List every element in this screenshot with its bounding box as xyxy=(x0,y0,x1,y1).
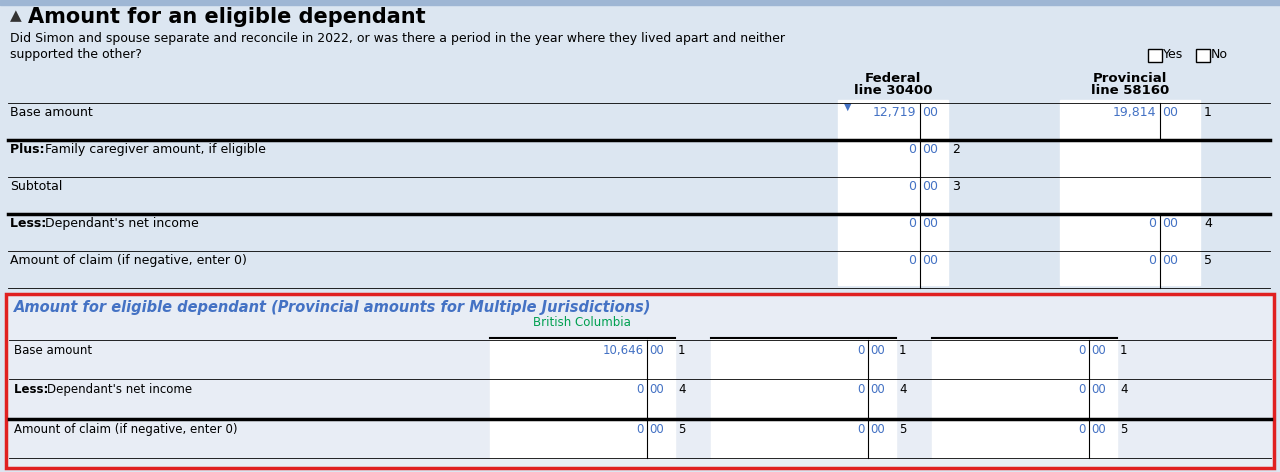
Text: 4: 4 xyxy=(899,383,906,396)
Text: 00: 00 xyxy=(649,383,664,396)
Text: 00: 00 xyxy=(1091,422,1106,436)
Text: ▲: ▲ xyxy=(10,8,22,23)
Text: Less:: Less: xyxy=(10,217,51,230)
Text: 00: 00 xyxy=(922,180,938,193)
Text: 5: 5 xyxy=(899,422,906,436)
Text: 0: 0 xyxy=(636,383,644,396)
Text: 1: 1 xyxy=(1120,344,1128,357)
Text: 19,814: 19,814 xyxy=(1112,106,1156,119)
Text: 0: 0 xyxy=(908,217,916,230)
Text: 0: 0 xyxy=(858,422,865,436)
Text: 4: 4 xyxy=(1204,217,1212,230)
Text: 00: 00 xyxy=(1162,217,1178,230)
Text: 4: 4 xyxy=(678,383,686,396)
Text: 0: 0 xyxy=(1148,254,1156,267)
Text: Dependant's net income: Dependant's net income xyxy=(47,383,192,396)
Text: 2: 2 xyxy=(952,143,960,156)
Text: 00: 00 xyxy=(649,344,664,357)
Text: line 58160: line 58160 xyxy=(1091,84,1169,97)
Text: Base amount: Base amount xyxy=(14,344,92,357)
Text: Federal: Federal xyxy=(865,72,922,85)
Bar xyxy=(6,294,1274,468)
Text: 00: 00 xyxy=(1091,383,1106,396)
Text: Amount of claim (if negative, enter 0): Amount of claim (if negative, enter 0) xyxy=(10,254,247,267)
Text: 5: 5 xyxy=(678,422,685,436)
Text: Amount for an eligible dependant: Amount for an eligible dependant xyxy=(28,7,426,27)
Text: 00: 00 xyxy=(922,106,938,119)
Bar xyxy=(710,339,896,458)
Text: Family caregiver amount, if eligible: Family caregiver amount, if eligible xyxy=(45,143,266,156)
Text: 12,719: 12,719 xyxy=(873,106,916,119)
Text: 00: 00 xyxy=(922,254,938,267)
Text: 0: 0 xyxy=(1079,383,1085,396)
Text: 00: 00 xyxy=(1162,254,1178,267)
Bar xyxy=(490,339,675,458)
Text: No: No xyxy=(1211,48,1228,61)
Text: ▼: ▼ xyxy=(844,102,851,112)
Bar xyxy=(1060,100,1201,285)
Text: 0: 0 xyxy=(858,383,865,396)
Text: British Columbia: British Columbia xyxy=(532,316,631,329)
Text: 00: 00 xyxy=(870,344,884,357)
Text: Amount of claim (if negative, enter 0): Amount of claim (if negative, enter 0) xyxy=(14,422,238,436)
Text: Plus:: Plus: xyxy=(10,143,49,156)
Bar xyxy=(838,100,948,285)
Bar xyxy=(932,339,1117,458)
Text: 00: 00 xyxy=(1091,344,1106,357)
Text: 5: 5 xyxy=(1120,422,1128,436)
Text: 1: 1 xyxy=(678,344,686,357)
Bar xyxy=(1148,49,1162,62)
Text: Yes: Yes xyxy=(1164,48,1183,61)
Text: 00: 00 xyxy=(870,383,884,396)
Bar xyxy=(0,0,1280,5)
Bar xyxy=(1196,49,1210,62)
Text: Dependant's net income: Dependant's net income xyxy=(45,217,198,230)
Text: Subtotal: Subtotal xyxy=(10,180,63,193)
Text: 1: 1 xyxy=(899,344,906,357)
Text: 00: 00 xyxy=(922,143,938,156)
Text: 0: 0 xyxy=(908,143,916,156)
Text: 0: 0 xyxy=(1079,344,1085,357)
Text: 00: 00 xyxy=(922,217,938,230)
Text: 0: 0 xyxy=(908,254,916,267)
Text: Less:: Less: xyxy=(14,383,52,396)
Text: 3: 3 xyxy=(952,180,960,193)
Text: Provincial: Provincial xyxy=(1093,72,1167,85)
Text: 0: 0 xyxy=(908,180,916,193)
Text: 5: 5 xyxy=(1204,254,1212,267)
Text: 0: 0 xyxy=(858,344,865,357)
Text: Base amount: Base amount xyxy=(10,106,92,119)
Text: 0: 0 xyxy=(1148,217,1156,230)
Text: 00: 00 xyxy=(1162,106,1178,119)
Text: 00: 00 xyxy=(870,422,884,436)
Text: line 30400: line 30400 xyxy=(854,84,932,97)
Text: Did Simon and spouse separate and reconcile in 2022, or was there a period in th: Did Simon and spouse separate and reconc… xyxy=(10,32,785,45)
Text: 4: 4 xyxy=(1120,383,1128,396)
Text: Amount for eligible dependant (Provincial amounts for Multiple Jurisdictions): Amount for eligible dependant (Provincia… xyxy=(14,300,652,315)
Text: 0: 0 xyxy=(1079,422,1085,436)
Text: 10,646: 10,646 xyxy=(603,344,644,357)
Text: 00: 00 xyxy=(649,422,664,436)
Text: supported the other?: supported the other? xyxy=(10,48,142,61)
Text: 1: 1 xyxy=(1204,106,1212,119)
Text: 0: 0 xyxy=(636,422,644,436)
